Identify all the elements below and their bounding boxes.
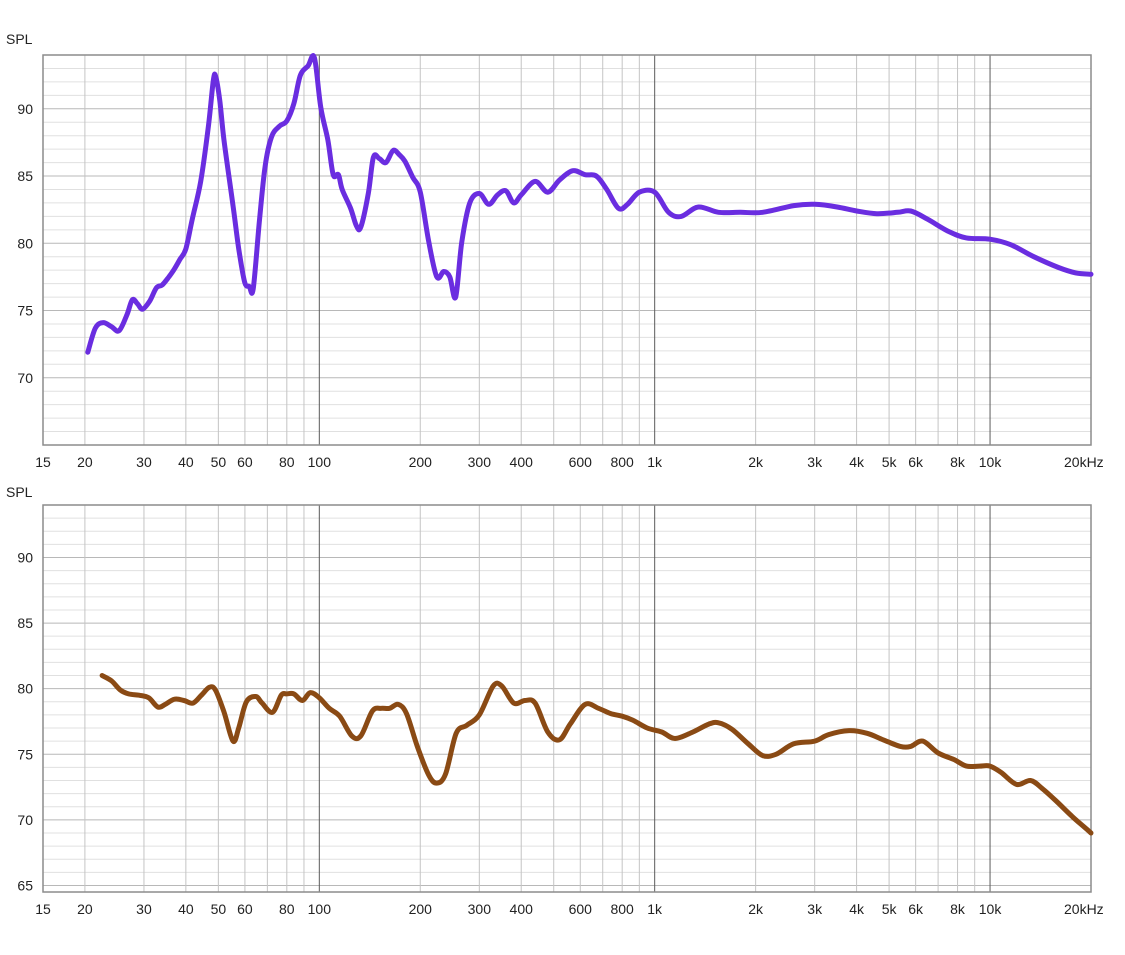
x-tick-label: 100 (308, 454, 332, 470)
x-tick-label: 60 (237, 901, 253, 917)
x-tick-label: 200 (409, 454, 433, 470)
y-tick-label: 70 (17, 370, 33, 386)
x-tick-label: 10k (979, 901, 1003, 917)
y-tick-label: 85 (17, 168, 33, 184)
x-tick-label: 800 (610, 901, 634, 917)
x-tick-label: 6k (908, 901, 924, 917)
y-tick-label: 65 (17, 877, 33, 893)
x-tick-label: 8k (950, 901, 966, 917)
x-tick-label: 5k (882, 454, 898, 470)
plot-area (43, 55, 1091, 445)
x-tick-label: 1k (647, 901, 663, 917)
x-tick-label: 100 (308, 901, 332, 917)
plot-frame (42, 504, 1092, 893)
x-tick-label: 4k (849, 901, 865, 917)
x-tick-label: 50 (211, 901, 227, 917)
chart-bottom: 65 70 75 80 85 90 15 20 30 40 50 60 80 100 200 300 400 60… (6, 484, 1104, 917)
grid-lines (43, 54, 1091, 446)
series-line-0 (85, 53, 1094, 355)
x-tick-label: 1k (647, 454, 663, 470)
x-tick-label: 600 (569, 901, 593, 917)
y-tick-label: 80 (17, 235, 33, 251)
x-tick-label: 50 (211, 454, 227, 470)
x-tick-label: 4k (849, 454, 865, 470)
y-tick-label: 70 (17, 812, 33, 828)
x-tick-label: 400 (510, 454, 534, 470)
x-tick-label: 3k (807, 901, 823, 917)
series-line-0 (99, 673, 1094, 836)
y-tick-label: 80 (17, 681, 33, 697)
plot-frame (42, 54, 1092, 446)
x-tick-label: 200 (409, 901, 433, 917)
x-tick-label: 300 (468, 454, 492, 470)
y-tick-label: 90 (17, 549, 33, 565)
x-tick-label: 400 (510, 901, 534, 917)
y-axis-label: SPL (6, 484, 33, 500)
x-tick-label: 15 (35, 901, 51, 917)
y-tick-label: 85 (17, 615, 33, 631)
x-tick-label: 3k (807, 454, 823, 470)
x-tick-label: 2k (748, 454, 764, 470)
x-tick-label: 40 (178, 454, 194, 470)
y-tick-label: 90 (17, 101, 33, 117)
x-tick-label: 300 (468, 901, 492, 917)
x-tick-label: 800 (610, 454, 634, 470)
x-tick-label: 20kHz (1064, 454, 1104, 470)
x-tick-label: 40 (178, 901, 194, 917)
y-tick-label: 75 (17, 746, 33, 762)
x-tick-label: 600 (569, 454, 593, 470)
chart-top: 70 75 80 85 90 15 20 30 40 50 60 80 100 200 300 400 600 8… (6, 31, 1104, 470)
x-tick-label: 60 (237, 454, 253, 470)
x-tick-label: 20 (77, 901, 93, 917)
x-tick-label: 10k (979, 454, 1003, 470)
x-tick-label: 15 (35, 454, 51, 470)
y-axis-label: SPL (6, 31, 33, 47)
x-tick-label: 8k (950, 454, 966, 470)
x-tick-label: 80 (279, 901, 295, 917)
x-tick-label: 6k (908, 454, 924, 470)
x-tick-label: 20kHz (1064, 901, 1104, 917)
x-tick-label: 2k (748, 901, 764, 917)
x-tick-label: 80 (279, 454, 295, 470)
y-tick-label: 75 (17, 303, 33, 319)
x-tick-label: 30 (136, 454, 152, 470)
x-tick-label: 30 (136, 901, 152, 917)
x-tick-label: 20 (77, 454, 93, 470)
x-tick-label: 5k (882, 901, 898, 917)
